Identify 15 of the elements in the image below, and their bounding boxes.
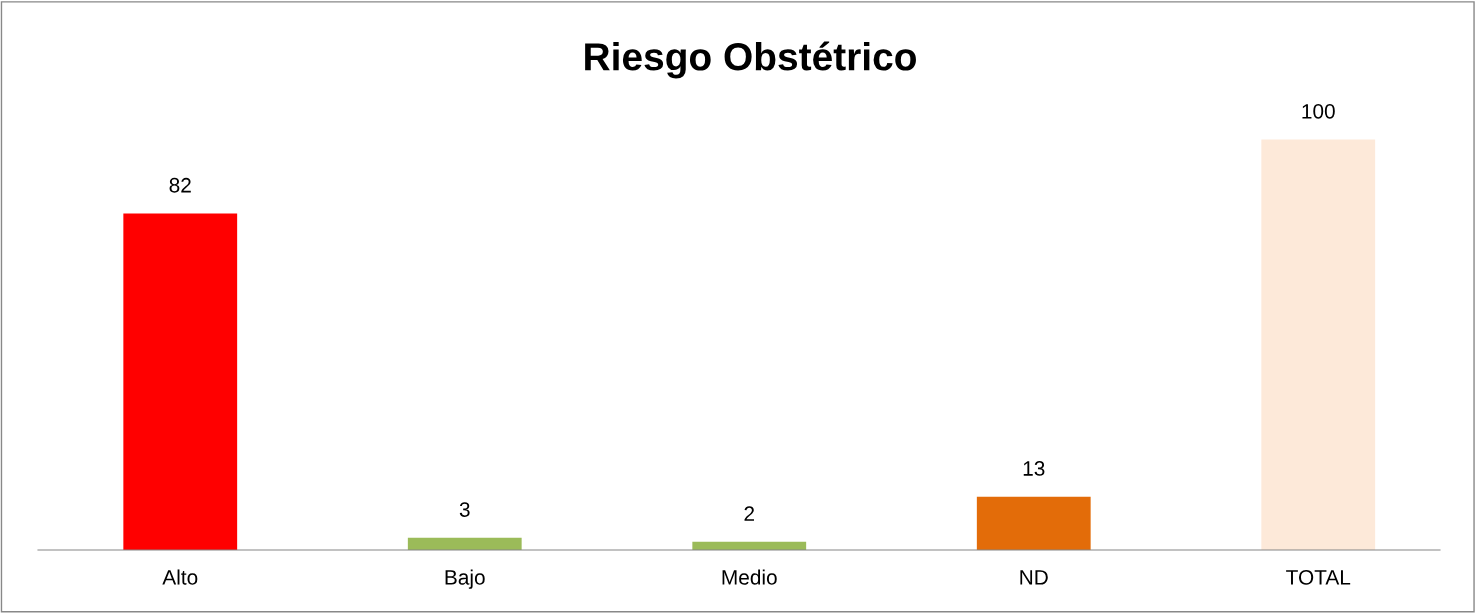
bar [1261,139,1376,550]
data-label: 2 [744,506,754,521]
data-label: 13 [1023,461,1045,476]
x-tick-label: Medio [722,569,777,585]
bar [407,537,522,550]
bar [976,496,1091,550]
x-tick-label: Bajo [445,569,485,589]
data-label: 3 [459,502,470,517]
data-label: 100 [1302,103,1335,119]
bar [123,213,238,550]
x-tick-label: TOTAL [1286,569,1351,585]
chart-title: Riesgo Obstétrico [585,41,916,79]
x-tick-label: ND [1020,570,1048,585]
x-tick-label: Alto [162,569,198,585]
data-label: 82 [169,177,191,193]
